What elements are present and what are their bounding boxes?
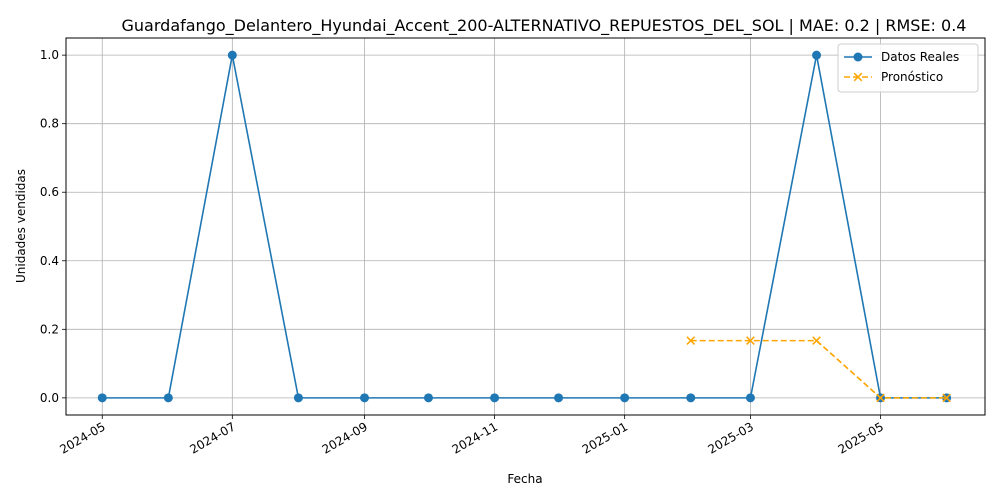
data-point [620, 393, 630, 403]
series-line [102, 54, 947, 399]
y-tick-label: 0.4 [40, 254, 59, 268]
x-tick-label: 2024-11 [450, 419, 500, 456]
y-tick-label: 0.0 [40, 391, 59, 405]
x-tick-label: 2024-07 [187, 419, 237, 456]
data-point [746, 336, 755, 345]
legend-marker [853, 52, 863, 62]
data-point [293, 393, 303, 403]
x-tick-label: 2024-05 [57, 419, 107, 456]
legend-item: Datos Reales [844, 50, 959, 64]
x-tick-label: 2025-03 [706, 419, 756, 456]
y-axis-label: Unidades vendidas [14, 169, 28, 283]
x-axis: 2024-05 2024-07 2024-09 2024-11 2025-01 2025-… [57, 415, 886, 457]
data-point [942, 393, 951, 403]
data-point [360, 393, 370, 403]
data-point [163, 393, 173, 403]
data-point [554, 393, 564, 403]
legend-item: Pronóstico [844, 70, 943, 84]
series-layer [97, 50, 952, 403]
series-line [690, 339, 947, 399]
plot-frame [65, 37, 986, 416]
legend: Datos Reales Pronóstico [837, 43, 979, 93]
x-tick-label: 2024-09 [320, 419, 370, 456]
grid [66, 38, 985, 415]
legend-marker [853, 72, 863, 82]
series-0 [97, 50, 952, 403]
data-point [97, 393, 107, 403]
data-point [490, 393, 500, 403]
y-tick-label: 1.0 [40, 48, 59, 62]
y-axis: 0.0 0.2 0.4 0.6 0.8 1.0 [40, 48, 66, 405]
data-point [745, 393, 755, 403]
x-tick-label: 2025-01 [580, 419, 630, 456]
data-point [812, 50, 822, 60]
legend-label: Datos Reales [881, 50, 959, 64]
x-axis-label: Fecha [507, 472, 542, 486]
y-tick-label: 0.6 [40, 185, 59, 199]
y-tick-label: 0.2 [40, 322, 59, 336]
data-point [876, 393, 885, 403]
data-point [686, 393, 696, 403]
y-tick-label: 0.8 [40, 117, 59, 131]
x-tick-label: 2025-05 [836, 419, 886, 456]
data-point [686, 336, 696, 345]
data-point [227, 50, 237, 60]
chart-title: Guardafango_Delantero_Hyundai_Accent_200… [122, 16, 967, 36]
data-point [812, 336, 821, 345]
series-1 [686, 336, 951, 403]
legend-box [837, 43, 979, 93]
data-point [423, 393, 433, 403]
legend-label: Pronóstico [881, 70, 943, 84]
